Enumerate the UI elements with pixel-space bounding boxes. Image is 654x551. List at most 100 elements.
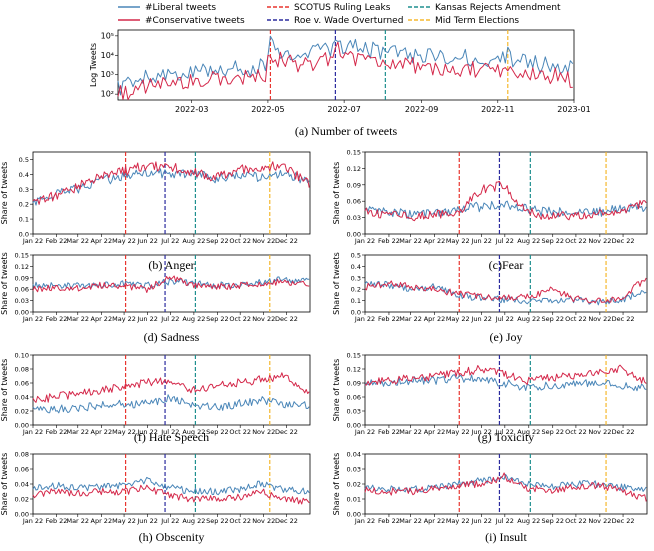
series-line-liberal	[32, 394, 310, 414]
x-tick-label-g: Jun 22	[470, 428, 492, 436]
y-tick-label-g: 0.00	[347, 422, 361, 430]
legend-roe-label: Roe v. Wade Overturned	[294, 16, 403, 26]
x-tick-label-f: Oct 22	[229, 428, 251, 436]
legend-conservative-label: #Conservative tweets	[145, 16, 245, 26]
x-tick-label-f: Sep 22	[206, 428, 229, 436]
series-line-conservative	[32, 372, 310, 403]
series-line-conservative	[364, 277, 647, 304]
panel-f: 0.00 0.02 0.04 0.06 0.08 0.10 Share of tweets J…	[0, 352, 311, 444]
x-tick-label-h: Mar 22	[66, 517, 89, 525]
y-axis-label-h: Share of tweets	[0, 453, 9, 516]
x-tick-label-g: Oct 22	[565, 428, 587, 436]
series-line-liberal	[364, 473, 647, 493]
x-tick-label-c: Jan 22	[354, 237, 375, 245]
y-tick-label-b: 0.4	[19, 171, 29, 179]
y-tick-label-b: 0.0	[19, 231, 29, 239]
y-tick-label-h: 0.02	[15, 496, 29, 504]
x-tick-label-i: Jun 22	[470, 517, 492, 525]
x-tick-label-g: Dec 22	[612, 428, 635, 436]
y-tick-label-e: 0.3	[351, 274, 361, 282]
x-tick-label-a: 2022-11	[481, 105, 514, 114]
legend: #Liberal tweets #Conservative tweets SCO…	[118, 3, 561, 26]
x-tick-label-e: Mar 22	[399, 315, 422, 323]
x-tick-label-e: Jan 22	[354, 315, 375, 323]
y-tick-label-g: 0.06	[347, 394, 361, 402]
y-tick-label-d: 0.12	[15, 263, 29, 271]
x-tick-label-d: Jan 22	[22, 315, 43, 323]
x-tick-label-g: Nov 22	[588, 428, 611, 436]
series-line-conservative	[364, 472, 647, 502]
caption-h: (h) Obscenity	[139, 530, 205, 544]
y-axis-label-c: Share of tweets	[332, 162, 341, 225]
y-tick-label-e: 0.0	[351, 309, 361, 317]
y-tick-label-h: 0.06	[15, 466, 29, 474]
x-tick-label-h: Oct 22	[229, 517, 251, 525]
x-tick-label-c: Mar 22	[399, 237, 422, 245]
plot-frame-d	[32, 254, 311, 313]
x-tick-label-h: Feb 22	[46, 517, 68, 525]
x-tick-label-b: Dec 22	[275, 237, 298, 245]
plot-frame-a	[117, 29, 575, 101]
x-tick-label-g: Aug 22	[517, 428, 540, 436]
y-tick-label-i: 0.03	[347, 466, 361, 474]
x-tick-label-e: Jul 22	[495, 315, 514, 323]
y-tick-label-a: 10⁴	[101, 51, 114, 60]
y-tick-label-f: 0.04	[15, 394, 29, 402]
series-line-conservative	[364, 180, 647, 222]
x-tick-label-e: Aug 22	[517, 315, 540, 323]
x-tick-label-c: May 22	[446, 237, 470, 245]
x-tick-label-e: May 22	[446, 315, 470, 323]
y-tick-label-f: 0.08	[15, 366, 29, 374]
x-tick-label-f: Feb 22	[46, 428, 68, 436]
legend-kansas-label: Kansas Rejects Amendment	[435, 3, 561, 13]
plot-frame-f	[32, 354, 311, 426]
y-tick-label-b: 0.5	[19, 156, 29, 164]
x-tick-label-c: Jun 22	[470, 237, 492, 245]
y-tick-label-i: 0.02	[347, 481, 361, 489]
x-tick-label-d: Apr 22	[91, 315, 113, 323]
caption-b: (b) Anger	[148, 258, 194, 272]
series-line-liberal	[117, 35, 574, 96]
x-tick-label-f: Dec 22	[275, 428, 298, 436]
y-tick-label-d: 0.15	[15, 252, 29, 260]
x-tick-label-g: Sep 22	[541, 428, 564, 436]
y-axis-label-f: Share of tweets	[0, 359, 9, 422]
plot-frame-g	[364, 354, 648, 426]
y-tick-label-i: 0.00	[347, 511, 361, 519]
legend-scotus-label: SCOTUS Ruling Leaks	[294, 3, 391, 13]
x-tick-label-f: Aug 22	[182, 428, 205, 436]
x-tick-label-d: May 22	[112, 315, 136, 323]
plot-frame-c	[364, 151, 648, 235]
y-tick-label-d: 0.09	[15, 274, 29, 282]
x-tick-label-c: Feb 22	[378, 237, 400, 245]
x-tick-label-i: Apr 22	[424, 517, 446, 525]
x-tick-label-g: Jan 22	[354, 428, 375, 436]
series-line-liberal	[364, 280, 647, 306]
y-tick-label-c: 0.15	[347, 149, 361, 157]
y-tick-label-c: 0.00	[347, 231, 361, 239]
caption-c: (c)Fear	[489, 258, 524, 272]
y-axis-label-b: Share of tweets	[0, 162, 9, 225]
x-tick-label-b: Nov 22	[252, 237, 275, 245]
x-tick-label-h: Aug 22	[182, 517, 205, 525]
x-tick-label-e: Apr 22	[424, 315, 446, 323]
x-tick-label-a: 2022-07	[327, 105, 360, 114]
x-tick-label-c: Nov 22	[588, 237, 611, 245]
caption-g: (g) Toxicity	[478, 430, 535, 444]
y-axis-label-e: Share of tweets	[332, 252, 341, 315]
y-tick-label-f: 0.06	[15, 380, 29, 388]
x-tick-label-i: Aug 22	[517, 517, 540, 525]
x-tick-label-c: Apr 22	[424, 237, 446, 245]
y-tick-label-f: 0.02	[15, 408, 29, 416]
x-tick-label-i: Jan 22	[354, 517, 375, 525]
y-tick-label-b: 0.3	[19, 186, 29, 194]
x-tick-label-h: Sep 22	[206, 517, 229, 525]
x-tick-label-b: Aug 22	[182, 237, 205, 245]
series-line-conservative	[117, 41, 573, 101]
x-tick-label-g: Feb 22	[378, 428, 400, 436]
x-tick-label-b: May 22	[112, 237, 136, 245]
x-tick-label-i: Jul 22	[495, 517, 514, 525]
